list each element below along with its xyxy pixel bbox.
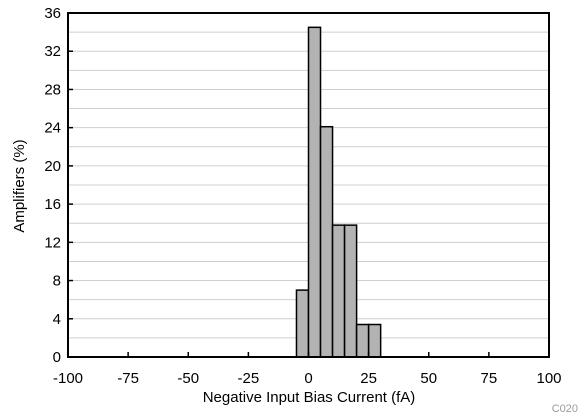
y-tick-label: 36 (44, 5, 61, 22)
y-tick-label: 24 (44, 120, 61, 137)
x-tick-label: 75 (481, 370, 498, 387)
figure-code: C020 (552, 403, 578, 415)
y-tick-label: 0 (53, 349, 61, 366)
x-tick-label: 25 (360, 370, 377, 387)
histogram-bar (367, 323, 382, 358)
x-tick-label: -25 (238, 370, 260, 387)
histogram-bars (295, 26, 382, 358)
y-tick-label: 4 (53, 311, 61, 328)
x-axis-label: Negative Input Bias Current (fA) (203, 389, 416, 406)
x-tick-label: -100 (53, 370, 83, 387)
x-tick-label: 100 (536, 370, 561, 387)
histogram-bar (295, 289, 310, 358)
y-tick-label: 12 (44, 234, 61, 251)
histogram-bar (319, 125, 334, 358)
histogram-bar (355, 323, 370, 358)
y-tick-label: 20 (44, 158, 61, 175)
x-tick-label: 0 (304, 370, 312, 387)
histogram-bar (331, 224, 346, 358)
y-tick-label: 28 (44, 81, 61, 98)
y-axis-label: Amplifiers (%) (11, 139, 28, 232)
x-tick-label: 50 (420, 370, 437, 387)
y-tick-label: 8 (53, 273, 61, 290)
y-tick-label: 16 (44, 196, 61, 213)
x-axis-ticks: -100 -75 -50 -25 0 25 50 75 100 (53, 352, 562, 387)
histogram-bar (307, 26, 322, 358)
y-tick-label: 32 (44, 43, 61, 60)
y-axis-ticks: 0 4 8 12 16 20 24 28 32 36 (44, 5, 73, 366)
x-tick-label: -50 (177, 370, 199, 387)
x-tick-label: -75 (117, 370, 139, 387)
histogram-bar (343, 224, 358, 358)
